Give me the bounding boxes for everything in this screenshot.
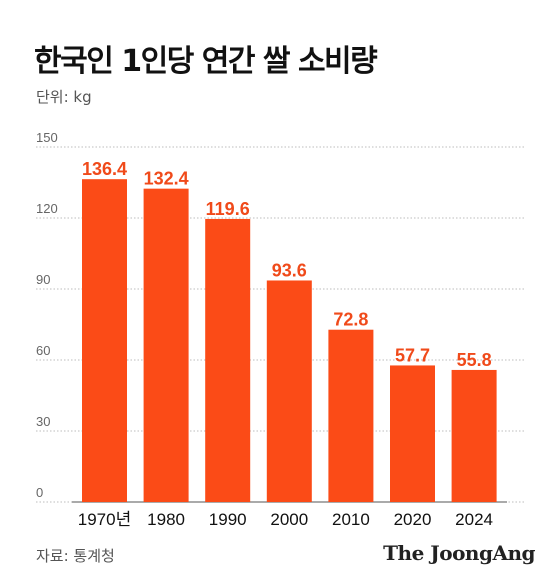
y-tick-label: 30 [36, 414, 50, 429]
bar-1970년 [82, 179, 127, 503]
bar-2024 [451, 369, 497, 502]
value-label: 136.4 [82, 159, 127, 179]
value-label: 55.8 [457, 350, 492, 370]
value-label: 57.7 [395, 345, 430, 365]
bar-1980 [143, 188, 189, 503]
bar-1990 [205, 218, 251, 503]
value-label: 132.4 [144, 169, 189, 189]
y-tick-label: 90 [36, 272, 50, 287]
bar-2020 [390, 365, 435, 502]
value-label: 93.6 [272, 260, 307, 280]
y-tick-label: 0 [36, 485, 43, 500]
value-label: 72.8 [333, 310, 368, 330]
x-tick-label: 2020 [394, 510, 432, 529]
x-tick-label: 1980 [147, 510, 185, 529]
bar-2000 [266, 280, 312, 502]
y-tick-label: 60 [36, 343, 50, 358]
bars [82, 179, 497, 503]
x-tick-label: 2000 [270, 510, 308, 529]
value-label: 119.6 [206, 199, 250, 219]
source-note: 자료: 통계청 [36, 547, 115, 565]
x-tick-label: 2024 [455, 510, 493, 529]
x-tick-label: 1970년 [78, 510, 131, 529]
unit-label: 단위: kg [36, 88, 92, 106]
labels: 0 30 60 90 120 150 136.4 1970년 132.4 1980 119.6 199… [36, 130, 493, 529]
chart-title: 한국인 1인당 연간 쌀 소비량 [34, 44, 378, 79]
y-tick-label: 120 [36, 201, 58, 216]
y-tick-label: 150 [36, 130, 58, 145]
x-tick-label: 2010 [332, 510, 370, 529]
bar-2010 [328, 329, 374, 502]
x-tick-label: 1990 [209, 510, 247, 529]
brand-logo: The JoongAng [383, 541, 535, 565]
